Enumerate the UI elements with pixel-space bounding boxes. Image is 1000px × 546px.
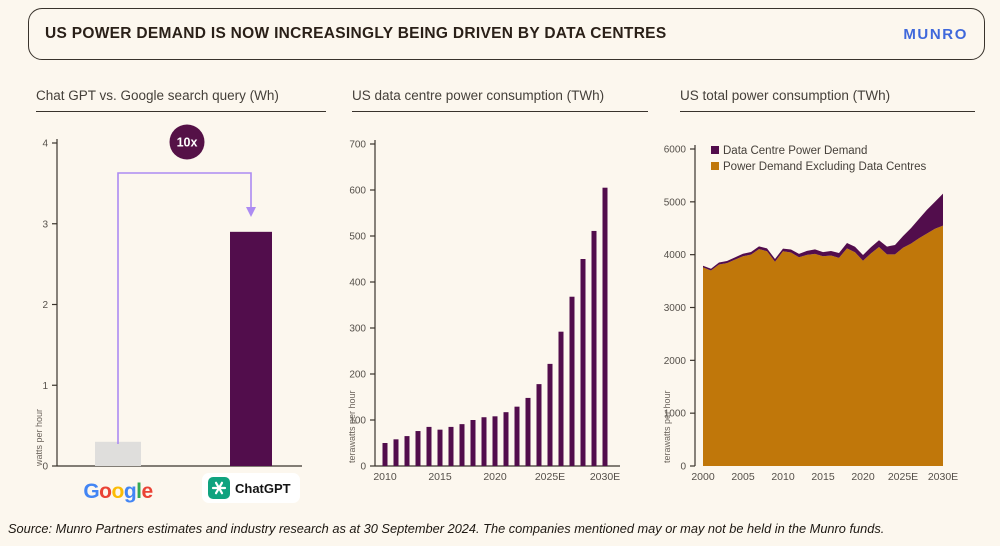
chart-total-consumption: 0 1000 2000 3000 4000 5000 6000 terawatts per h… bbox=[660, 118, 995, 513]
chart-panel-datacentre-consumption: US data centre power consumption (TWh) 0… bbox=[345, 88, 660, 513]
bar-2011 bbox=[393, 439, 399, 466]
page-title: US POWER DEMAND IS NOW INCREASINGLY BEIN… bbox=[45, 25, 667, 42]
y-axis: 0 100 200 300 400 500 600 700 bbox=[349, 140, 376, 473]
svg-text:0: 0 bbox=[680, 462, 686, 473]
bar-2023 bbox=[525, 397, 531, 466]
area-datacentre-power-demand bbox=[703, 193, 943, 271]
munro-logo: MUNRO bbox=[903, 25, 968, 43]
bar-2030 bbox=[602, 187, 608, 466]
bar-2016 bbox=[448, 426, 454, 466]
svg-text:2025E: 2025E bbox=[535, 471, 565, 483]
chart-datacentre-consumption: 0 100 200 300 400 500 600 700 terawatts per hour… bbox=[345, 118, 660, 513]
legend-label: Power Demand Excluding Data Centres bbox=[723, 161, 927, 173]
svg-text:2010: 2010 bbox=[373, 471, 397, 483]
svg-text:400: 400 bbox=[349, 278, 366, 289]
svg-text:300: 300 bbox=[349, 324, 366, 335]
svg-text:100: 100 bbox=[349, 416, 366, 427]
bar-2020 bbox=[492, 416, 498, 466]
header: US POWER DEMAND IS NOW INCREASINGLY BEIN… bbox=[28, 8, 985, 60]
bar-google bbox=[95, 441, 141, 466]
chart-panel-query-comparison: Chat GPT vs. Google search query (Wh) 0 1… bbox=[30, 88, 330, 513]
bar-2012 bbox=[404, 436, 410, 466]
svg-text:0: 0 bbox=[360, 462, 366, 473]
svg-text:3000: 3000 bbox=[664, 303, 687, 314]
legend-label: Data Centre Power Demand bbox=[723, 145, 867, 157]
bars bbox=[382, 187, 608, 466]
chart-title-total-consumption: US total power consumption (TWh) bbox=[680, 88, 975, 112]
legend-swatch bbox=[711, 146, 719, 154]
svg-text:2010: 2010 bbox=[771, 471, 795, 483]
total-consumption-svg: 0 1000 2000 3000 4000 5000 6000 terawatts per h… bbox=[662, 145, 958, 484]
svg-text:2020: 2020 bbox=[483, 471, 507, 483]
google-vs-chatgpt-svg: 0 1 2 3 4 watts per hour 10x Google ChatGPT bbox=[34, 124, 302, 503]
svg-text:terawatts per hour: terawatts per hour bbox=[347, 390, 357, 463]
svg-text:1000: 1000 bbox=[664, 409, 687, 420]
svg-text:200: 200 bbox=[349, 370, 366, 381]
chatgpt-logo: ChatGPT bbox=[202, 473, 300, 503]
bar-2027 bbox=[569, 296, 575, 466]
bar-2025 bbox=[547, 363, 553, 466]
svg-text:2: 2 bbox=[42, 300, 48, 311]
chart-panel-total-consumption: US total power consumption (TWh) 0 1000 20… bbox=[660, 88, 995, 513]
10x-arrow bbox=[117, 172, 256, 444]
svg-text:700: 700 bbox=[349, 140, 366, 151]
bar-2010 bbox=[382, 443, 388, 466]
bar-2022 bbox=[514, 406, 520, 466]
svg-text:10x: 10x bbox=[177, 136, 198, 150]
bar-2015 bbox=[437, 429, 443, 466]
svg-text:2015: 2015 bbox=[428, 471, 452, 483]
datacentre-consumption-svg: 0 100 200 300 400 500 600 700 terawatts per hour… bbox=[347, 140, 620, 484]
chart-google-vs-chatgpt: 0 1 2 3 4 watts per hour 10x Google ChatGPT bbox=[30, 118, 330, 513]
bar-2028 bbox=[580, 259, 586, 466]
chart-title-datacentre-consumption: US data centre power consumption (TWh) bbox=[352, 88, 648, 112]
svg-text:1: 1 bbox=[42, 381, 48, 392]
y-axis: 0 1000 2000 3000 4000 5000 6000 bbox=[664, 145, 696, 473]
svg-text:watts per hour: watts per hour bbox=[34, 409, 44, 467]
bar-2026 bbox=[558, 331, 564, 466]
legend-swatch bbox=[711, 162, 719, 170]
svg-text:2015: 2015 bbox=[811, 471, 835, 483]
bar-2021 bbox=[503, 412, 509, 466]
svg-text:ChatGPT: ChatGPT bbox=[235, 481, 291, 496]
bar-2017 bbox=[459, 424, 465, 466]
svg-text:2020: 2020 bbox=[851, 471, 875, 483]
svg-text:2000: 2000 bbox=[691, 471, 715, 483]
svg-text:2000: 2000 bbox=[664, 356, 687, 367]
google-logo: Google bbox=[83, 480, 152, 503]
bar-2013 bbox=[415, 431, 421, 466]
bar-2018 bbox=[470, 420, 476, 466]
svg-text:5000: 5000 bbox=[664, 197, 687, 208]
svg-text:600: 600 bbox=[349, 186, 366, 197]
svg-text:6000: 6000 bbox=[664, 145, 687, 156]
svg-text:4: 4 bbox=[42, 139, 48, 150]
svg-text:terawatts per hour: terawatts per hour bbox=[662, 390, 672, 463]
svg-text:2025E: 2025E bbox=[888, 471, 918, 483]
bar-chatgpt bbox=[230, 231, 272, 466]
bar-2019 bbox=[481, 417, 487, 466]
source-note: Source: Munro Partners estimates and ind… bbox=[8, 521, 885, 536]
legend: Data Centre Power Demand Power Demand Exc… bbox=[711, 145, 927, 173]
svg-text:500: 500 bbox=[349, 232, 366, 243]
area-power-excluding-datacentres bbox=[703, 225, 943, 466]
bar-2029 bbox=[591, 230, 597, 466]
svg-text:2030E: 2030E bbox=[590, 471, 620, 483]
y-axis: 0 1 2 3 4 bbox=[42, 139, 58, 473]
svg-text:4000: 4000 bbox=[664, 250, 687, 261]
bar-2024 bbox=[536, 384, 542, 466]
svg-text:2030E: 2030E bbox=[928, 471, 958, 483]
bar-2014 bbox=[426, 426, 432, 466]
svg-text:3: 3 bbox=[42, 219, 48, 230]
svg-text:2005: 2005 bbox=[731, 471, 755, 483]
chart-title-query-comparison: Chat GPT vs. Google search query (Wh) bbox=[36, 88, 326, 112]
svg-text:0: 0 bbox=[42, 462, 48, 473]
10x-badge: 10x bbox=[169, 124, 205, 160]
